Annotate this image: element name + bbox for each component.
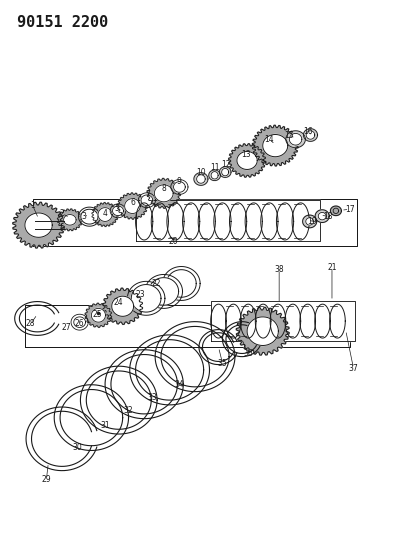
Text: 16: 16 (304, 127, 313, 136)
Polygon shape (147, 179, 180, 208)
Polygon shape (237, 151, 257, 169)
Polygon shape (63, 215, 76, 225)
Text: 37: 37 (349, 364, 359, 373)
Text: 32: 32 (124, 406, 133, 415)
Text: 34: 34 (175, 379, 184, 389)
Text: 36: 36 (243, 350, 253, 359)
Polygon shape (303, 215, 317, 228)
Text: 26: 26 (75, 319, 84, 328)
Polygon shape (252, 125, 298, 166)
Polygon shape (131, 285, 161, 312)
Polygon shape (81, 209, 98, 224)
Polygon shape (85, 303, 112, 327)
Polygon shape (136, 200, 320, 241)
Polygon shape (197, 175, 205, 183)
Polygon shape (25, 213, 52, 237)
Polygon shape (113, 206, 123, 216)
Text: 4: 4 (102, 209, 108, 218)
Text: 31: 31 (100, 421, 110, 430)
Polygon shape (211, 172, 218, 179)
Polygon shape (306, 217, 314, 225)
Polygon shape (331, 206, 341, 215)
Text: 38: 38 (274, 265, 284, 273)
Polygon shape (112, 296, 134, 317)
Polygon shape (209, 170, 221, 181)
Polygon shape (141, 195, 153, 206)
Text: 6: 6 (130, 198, 135, 207)
Polygon shape (263, 134, 288, 157)
Text: 11: 11 (210, 164, 219, 172)
Polygon shape (91, 309, 106, 322)
Text: 2: 2 (59, 209, 64, 218)
Polygon shape (286, 131, 305, 148)
Polygon shape (211, 301, 355, 341)
Polygon shape (173, 182, 185, 192)
Text: 9: 9 (177, 177, 182, 186)
Text: 3: 3 (81, 212, 86, 221)
Text: 27: 27 (61, 323, 71, 332)
Text: 20: 20 (169, 237, 178, 246)
Text: 30: 30 (73, 443, 83, 453)
Polygon shape (149, 278, 178, 305)
Polygon shape (289, 133, 302, 145)
Polygon shape (13, 202, 64, 248)
Polygon shape (57, 209, 82, 231)
Polygon shape (125, 199, 140, 214)
Text: 8: 8 (162, 183, 166, 192)
Polygon shape (154, 185, 173, 202)
Text: 33: 33 (147, 393, 157, 402)
Text: 12: 12 (221, 160, 231, 168)
Polygon shape (318, 213, 326, 220)
Text: 25: 25 (93, 310, 102, 319)
Text: 13: 13 (241, 150, 251, 159)
Polygon shape (219, 167, 231, 177)
Polygon shape (236, 307, 289, 355)
Polygon shape (247, 317, 279, 345)
Polygon shape (315, 210, 329, 222)
Polygon shape (222, 168, 229, 176)
Polygon shape (98, 208, 112, 221)
Polygon shape (103, 288, 143, 325)
Text: 10: 10 (196, 167, 206, 176)
Text: 24: 24 (114, 298, 124, 307)
Text: 5: 5 (114, 204, 119, 213)
Text: 7: 7 (146, 190, 151, 199)
Text: 29: 29 (41, 475, 51, 484)
Text: 90151 2200: 90151 2200 (17, 14, 108, 30)
Text: 23: 23 (136, 289, 145, 298)
Text: 1: 1 (30, 201, 35, 210)
Polygon shape (194, 173, 208, 185)
Polygon shape (306, 131, 315, 139)
Text: 35: 35 (217, 359, 227, 367)
Polygon shape (229, 144, 266, 177)
Polygon shape (117, 193, 147, 219)
Text: 21: 21 (327, 263, 337, 272)
Text: 14: 14 (264, 135, 274, 144)
Text: 18: 18 (323, 212, 333, 221)
Text: 28: 28 (26, 319, 35, 328)
Polygon shape (74, 317, 85, 327)
Text: 15: 15 (284, 131, 294, 140)
Text: 22: 22 (151, 279, 161, 288)
Text: 17: 17 (345, 205, 354, 214)
Polygon shape (167, 270, 196, 297)
Polygon shape (92, 203, 118, 227)
Polygon shape (303, 128, 318, 141)
Text: 19: 19 (308, 217, 317, 226)
